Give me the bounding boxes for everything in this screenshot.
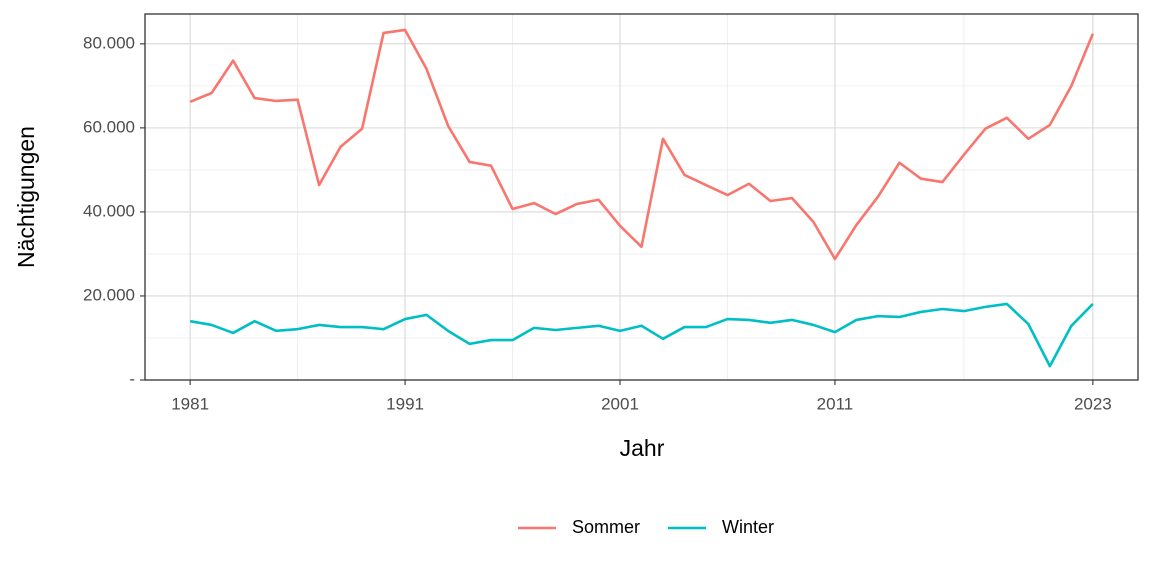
x-tick-label: 2001 (601, 394, 639, 413)
y-tick-label: 60.000 (83, 117, 135, 136)
legend-label: Sommer (572, 517, 640, 537)
series-line (189, 302, 1094, 368)
y-axis-label: Nächtigungen (13, 126, 39, 268)
x-tick-label: 2023 (1074, 394, 1112, 413)
y-tick-label: 40.000 (83, 201, 135, 220)
x-tick-label: 1991 (386, 394, 424, 413)
x-tick-label: 1981 (171, 394, 209, 413)
x-tick-label: 2011 (817, 394, 854, 413)
x-axis-label: Jahr (620, 435, 665, 461)
series-line (189, 28, 1095, 261)
legend-label: Winter (722, 517, 774, 537)
y-tick-label: 80.000 (83, 33, 135, 52)
y-tick-label: 20.000 (83, 285, 135, 304)
y-tick-label: - (129, 369, 135, 388)
panel-border (144, 13, 1139, 381)
